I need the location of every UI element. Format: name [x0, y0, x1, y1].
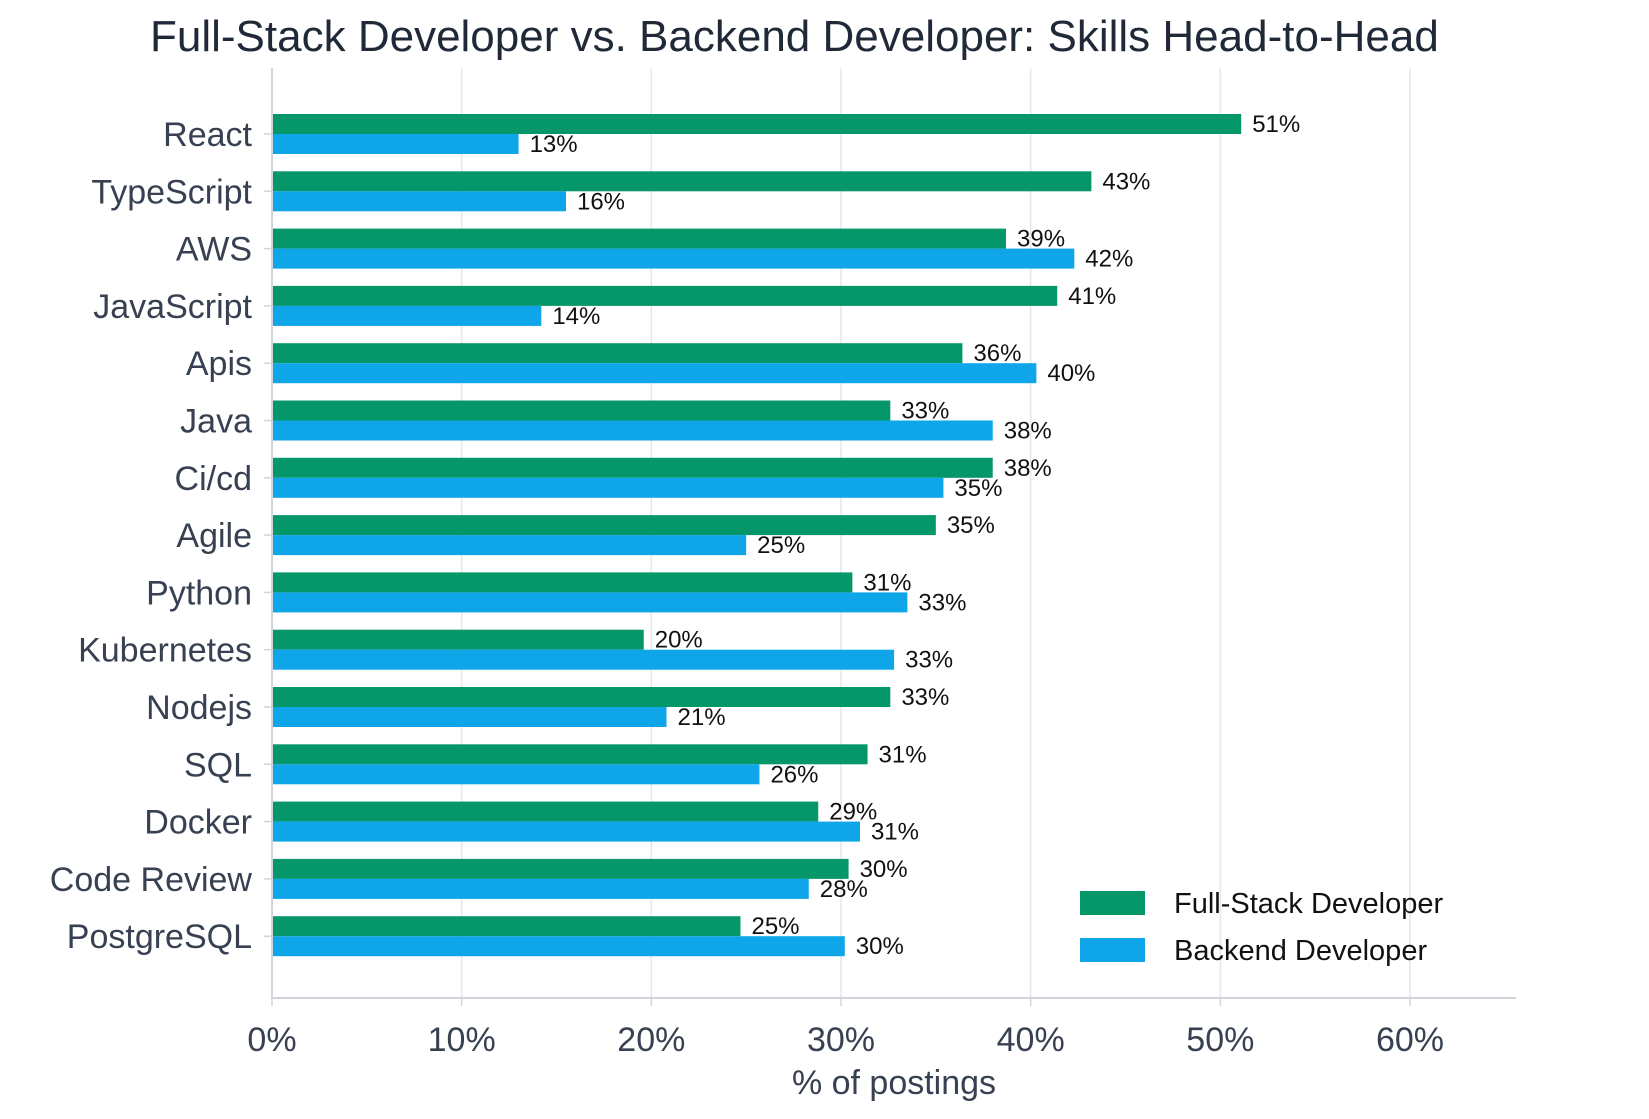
x-tick-label: 20% — [617, 1021, 685, 1059]
bar — [272, 363, 1037, 384]
y-tick-label: Agile — [176, 517, 252, 555]
x-tick-label: 30% — [807, 1021, 875, 1059]
data-label: 16% — [577, 188, 625, 215]
y-tick-label: Code Review — [50, 861, 253, 899]
data-label: 38% — [1004, 418, 1052, 445]
x-tick-label: 0% — [247, 1021, 296, 1059]
data-label: 30% — [860, 856, 908, 883]
bar — [272, 134, 519, 154]
bar — [272, 285, 1058, 306]
data-label: 33% — [905, 647, 953, 674]
y-tick-label: Docker — [144, 804, 252, 842]
y-tick-label: JavaScript — [93, 288, 252, 326]
data-label: 43% — [1102, 168, 1150, 195]
y-tick-label: AWS — [176, 231, 252, 269]
bar — [272, 535, 747, 556]
legend-label: Full-Stack Developer — [1174, 888, 1443, 920]
legend-swatch — [1080, 891, 1145, 915]
bar — [272, 457, 993, 478]
legend-swatch — [1080, 938, 1145, 962]
bar — [272, 649, 895, 670]
bar — [272, 400, 891, 421]
bar — [272, 858, 849, 879]
x-tick-label: 60% — [1376, 1021, 1444, 1059]
data-label: 26% — [770, 761, 818, 788]
data-label: 33% — [918, 589, 966, 616]
legend-label: Backend Developer — [1174, 935, 1427, 967]
y-tick-label: Apis — [186, 345, 252, 383]
data-label: 31% — [871, 819, 919, 846]
bar — [272, 592, 908, 613]
data-label: 35% — [947, 512, 995, 539]
data-label: 25% — [757, 532, 805, 559]
bar — [272, 191, 566, 212]
y-tick-label: Nodejs — [146, 689, 252, 727]
y-tick-label: React — [163, 116, 252, 154]
y-tick-label: TypeScript — [91, 173, 252, 211]
y-tick-label: Kubernetes — [78, 632, 252, 670]
bar — [272, 420, 993, 441]
data-label: 51% — [1252, 111, 1300, 138]
bar — [272, 171, 1092, 192]
data-label: 39% — [1017, 226, 1065, 253]
bar — [272, 878, 809, 899]
data-label: 38% — [1004, 455, 1052, 482]
data-label: 35% — [954, 475, 1002, 502]
bar — [272, 248, 1075, 269]
bar — [272, 936, 845, 957]
data-label: 33% — [901, 684, 949, 711]
data-label: 13% — [530, 131, 578, 158]
bar — [272, 744, 868, 765]
data-label: 42% — [1085, 246, 1133, 273]
bar — [272, 629, 644, 650]
chart-title: Full-Stack Developer vs. Backend Develop… — [150, 12, 1439, 61]
y-tick-label: PostgreSQL — [67, 918, 252, 956]
bar — [272, 916, 741, 937]
x-tick-label: 50% — [1186, 1021, 1254, 1059]
x-axis-title: % of postings — [792, 1064, 996, 1102]
data-label: 33% — [901, 398, 949, 425]
data-label: 31% — [863, 569, 911, 596]
bar — [272, 515, 936, 536]
bar — [272, 764, 760, 785]
data-label: 14% — [552, 303, 600, 330]
bar — [272, 707, 667, 727]
data-label: 40% — [1047, 360, 1095, 387]
bar — [272, 572, 853, 593]
legend: Full-Stack Developer Backend Developer — [1080, 888, 1443, 967]
data-label: 36% — [973, 340, 1021, 367]
y-tick-label: Java — [180, 403, 252, 441]
bar — [272, 343, 963, 364]
bar — [272, 477, 944, 498]
data-label: 20% — [655, 627, 703, 654]
bar — [272, 801, 819, 822]
y-tick-label: SQL — [184, 746, 252, 784]
data-label: 30% — [856, 933, 904, 960]
data-label: 29% — [829, 799, 877, 826]
data-label: 28% — [820, 876, 868, 903]
labels: React 51% 13% TypeScript 43% 16% AWS 39% 42% Java… — [50, 111, 1300, 960]
bar — [272, 305, 542, 326]
bar — [272, 821, 860, 842]
x-tick-label: 40% — [997, 1021, 1065, 1059]
y-tick-label: Ci/cd — [175, 460, 252, 498]
bar — [272, 114, 1242, 134]
data-label: 21% — [678, 704, 726, 731]
y-tick-label: Python — [146, 574, 252, 612]
bar — [272, 687, 891, 707]
bars — [272, 114, 1242, 957]
bar — [272, 228, 1007, 249]
data-label: 41% — [1068, 283, 1116, 310]
data-label: 31% — [879, 741, 927, 768]
x-tick-label: 10% — [428, 1021, 496, 1059]
axes: 0% 10% 20% 30% 40% 50% 60% % of postings — [247, 68, 1516, 1102]
data-label: 25% — [751, 913, 799, 940]
